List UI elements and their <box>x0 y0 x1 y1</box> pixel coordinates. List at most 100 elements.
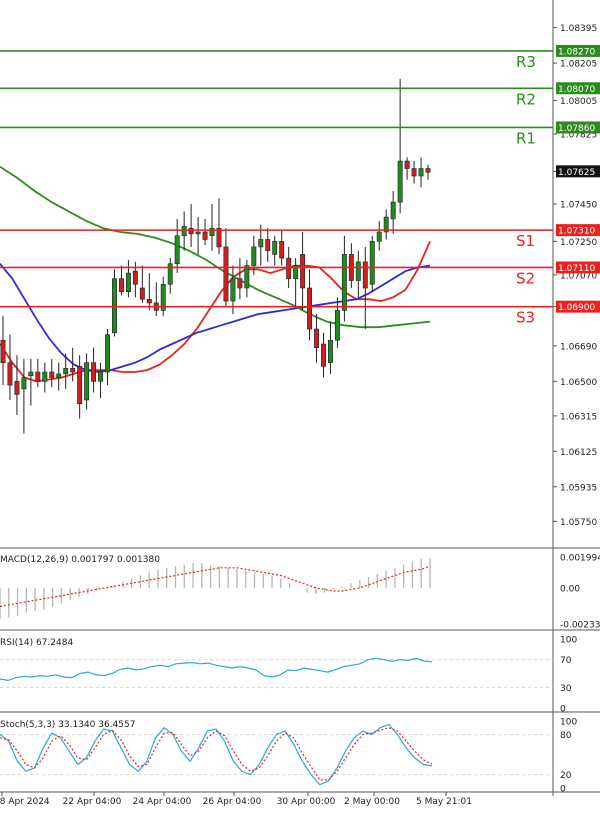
y-tick-label: 1.07070 <box>560 271 597 281</box>
macd-tick-label: 0.001994 <box>560 554 600 564</box>
macd-signal-line <box>0 565 431 608</box>
candle-body <box>28 371 34 377</box>
candle <box>341 235 347 322</box>
candle <box>244 260 250 298</box>
candle-body <box>355 261 361 281</box>
candle <box>49 358 55 387</box>
y-tick-label: 1.08205 <box>560 60 597 70</box>
y-tick-label: 1.05935 <box>560 483 597 493</box>
candle-body <box>321 343 326 367</box>
candle <box>202 218 208 246</box>
rsi-tick-label: 70 <box>560 656 572 666</box>
y-tick-label: 1.08005 <box>560 97 597 107</box>
candle-body <box>70 367 76 373</box>
level-price-label: 1.07860 <box>558 124 595 134</box>
level-price-tag <box>556 121 600 134</box>
candle <box>397 78 403 214</box>
candle <box>209 204 215 251</box>
rsi-label: RSI(14) 67.2484 <box>0 638 73 648</box>
candle-body <box>397 160 403 203</box>
candle <box>35 358 41 387</box>
candle <box>153 282 159 316</box>
candle <box>56 362 62 391</box>
macd-label: MACD(12,26,9) 0.001797 0.001380 <box>0 555 160 565</box>
candle-body <box>7 362 13 386</box>
candle-body <box>272 241 278 255</box>
x-tick-label: 2 May 00:00 <box>344 797 400 807</box>
stoch-tick-label: 80 <box>560 731 572 741</box>
candle-body <box>21 377 27 390</box>
level-name-r3: R3 <box>516 53 536 71</box>
candle <box>125 260 131 298</box>
candle-body <box>49 371 55 378</box>
candle <box>91 347 97 393</box>
candle <box>181 211 187 251</box>
rsi-tick-label: 100 <box>560 636 577 646</box>
candle <box>188 204 194 247</box>
candle-body <box>125 272 131 293</box>
candle <box>348 243 354 288</box>
level-price-tag <box>556 82 600 95</box>
candle <box>314 314 319 363</box>
candle <box>7 334 13 400</box>
y-tick-label: 1.08395 <box>560 24 597 34</box>
stoch-label: Stoch(5,3,3) 33.1340 36.4557 <box>0 720 135 730</box>
candle <box>327 321 333 374</box>
candle-body <box>91 362 97 382</box>
x-tick-label: 26 Apr 04:00 <box>203 797 262 807</box>
candle-body <box>167 263 173 285</box>
candle <box>251 235 257 275</box>
candle <box>139 265 145 303</box>
candle <box>258 224 264 266</box>
candle <box>355 250 361 298</box>
candle <box>118 265 124 296</box>
candle-body <box>139 287 145 300</box>
y-tick-label: 1.07450 <box>560 201 597 211</box>
candle <box>390 190 396 234</box>
macd-tick-label: 0.00 <box>560 584 580 594</box>
level-name-s2: S2 <box>516 269 535 287</box>
candle-body <box>181 226 187 237</box>
y-tick-label: 1.05750 <box>560 518 597 528</box>
candle-body <box>223 246 229 302</box>
candle-body <box>160 283 166 311</box>
candle-body <box>216 227 222 248</box>
current-price-label: 1.07625 <box>558 168 595 178</box>
candle-body <box>376 231 382 242</box>
candle-body <box>209 227 215 237</box>
candle <box>279 230 285 266</box>
level-price-label: 1.08270 <box>558 47 595 57</box>
candle-body <box>98 371 104 382</box>
level-price-tag <box>556 300 600 313</box>
candle-body <box>327 339 333 363</box>
candle-body <box>0 339 6 363</box>
candle-body <box>293 265 299 279</box>
candle-body <box>146 298 152 304</box>
candle-body <box>418 168 424 177</box>
candle <box>376 220 382 251</box>
level-price-label: 1.08070 <box>558 85 595 95</box>
x-tick-label: 5 May 21:01 <box>416 797 472 807</box>
x-tick-label: 24 Apr 04:00 <box>133 797 192 807</box>
candle <box>105 329 110 386</box>
candle <box>293 258 299 307</box>
candle-body <box>118 278 124 293</box>
candle <box>98 362 104 399</box>
candle <box>160 276 166 316</box>
candle <box>369 235 375 292</box>
candle-body <box>383 216 389 233</box>
y-tick-label: 1.06690 <box>560 342 597 352</box>
candle <box>112 269 117 337</box>
candle-body <box>251 246 257 266</box>
candle-body <box>105 334 110 373</box>
candle-body <box>56 373 62 378</box>
candle <box>70 347 76 382</box>
level-price-label: 1.07310 <box>558 227 595 237</box>
candle-body <box>14 381 20 395</box>
candle <box>307 269 313 341</box>
candle <box>84 353 90 410</box>
macd-tick-label: -0.002331 <box>560 621 600 631</box>
candle-body <box>195 231 201 235</box>
candle-body <box>188 227 194 235</box>
